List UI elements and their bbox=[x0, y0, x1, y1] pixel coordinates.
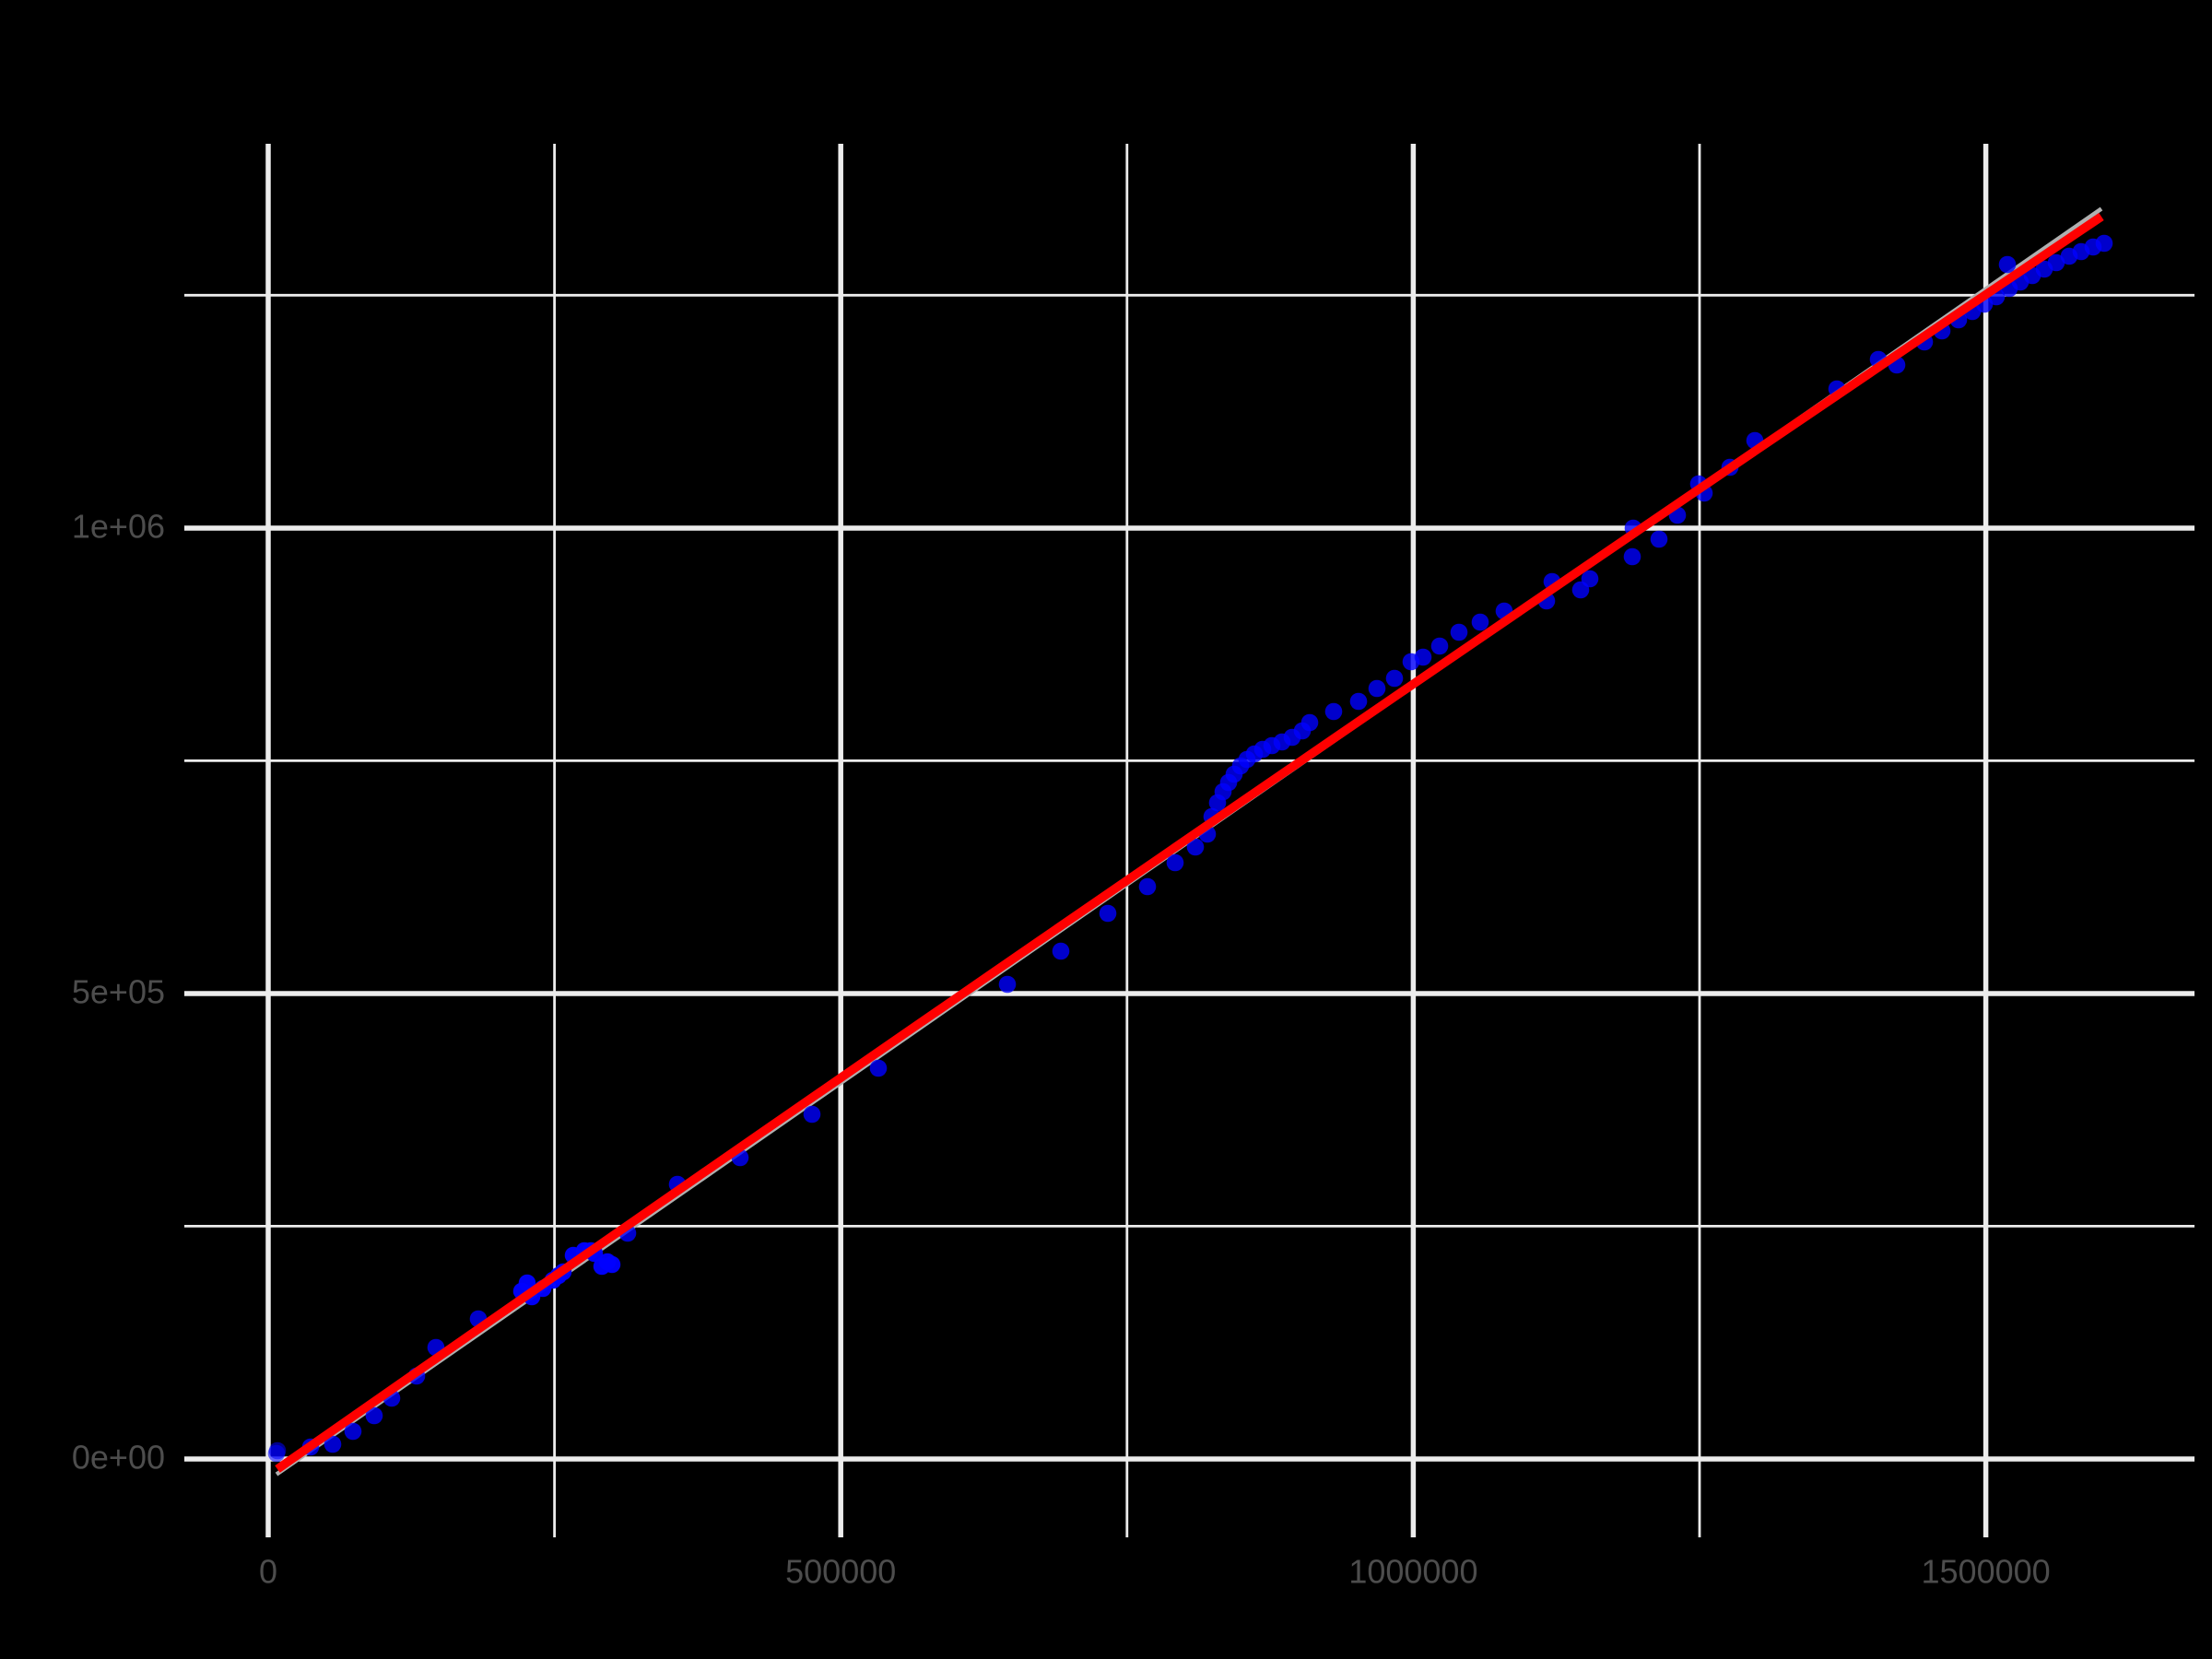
svg-text:0: 0 bbox=[259, 1553, 277, 1591]
svg-text:1000000: 1000000 bbox=[1348, 1553, 1477, 1591]
svg-text:1e+06: 1e+06 bbox=[72, 508, 165, 546]
svg-text:1500000: 1500000 bbox=[1922, 1553, 2051, 1591]
svg-text:500000: 500000 bbox=[785, 1553, 896, 1591]
svg-text:0e+00: 0e+00 bbox=[72, 1439, 165, 1477]
svg-text:5e+05: 5e+05 bbox=[72, 973, 165, 1011]
